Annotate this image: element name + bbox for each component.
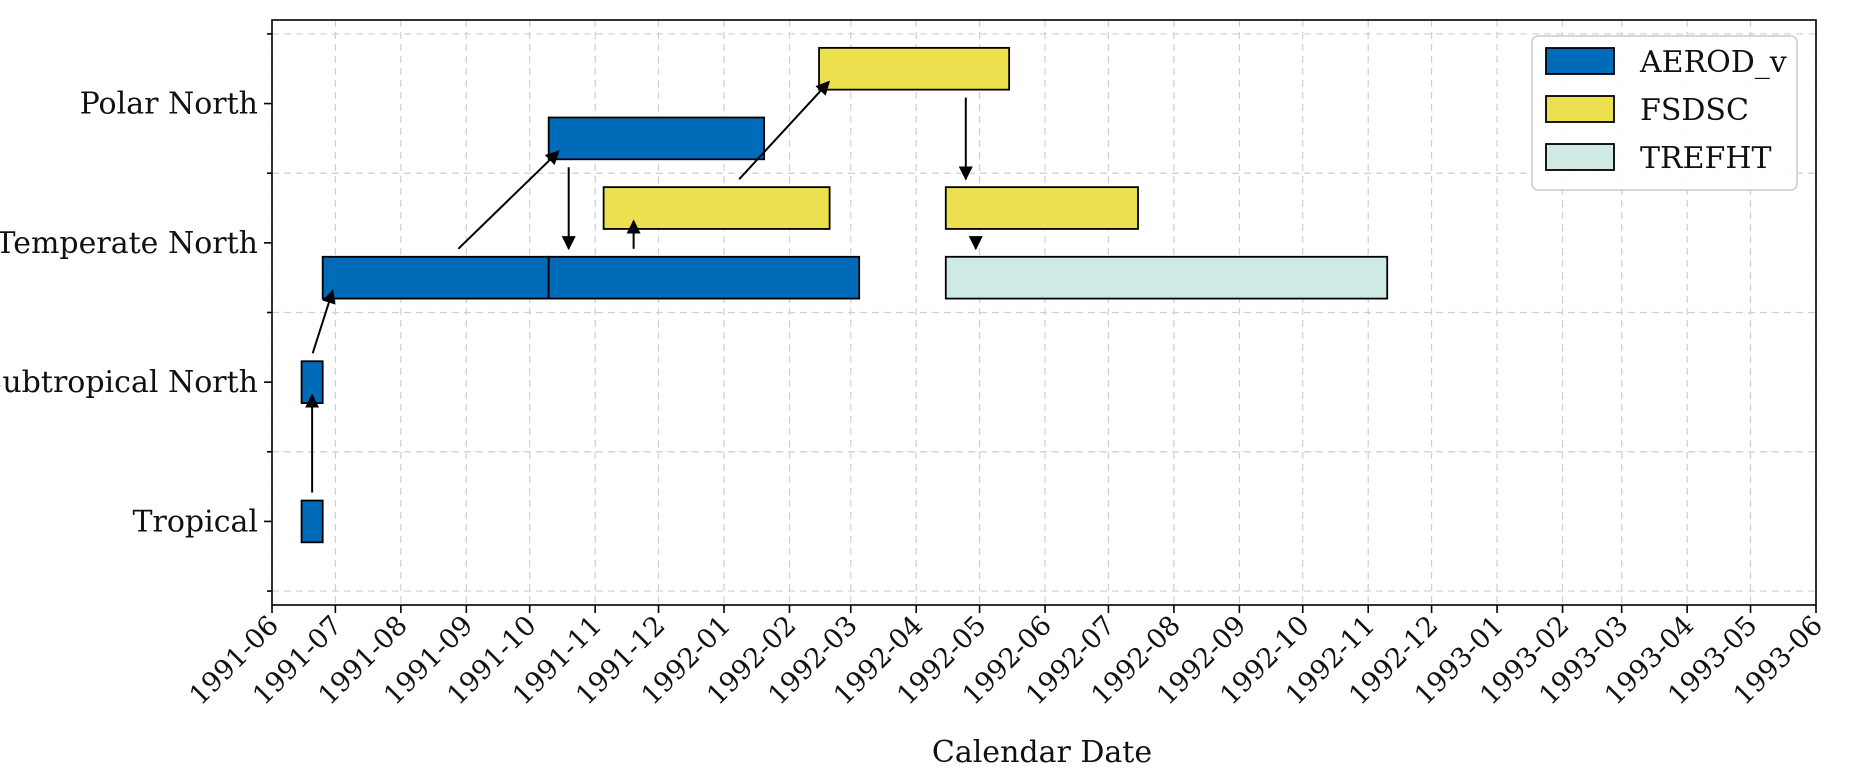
y-tick-label: Polar North [80, 87, 258, 122]
bar-AEROD_v [300, 499, 324, 544]
bar-AEROD_v [321, 255, 550, 300]
legend-label: TREFHT [1640, 141, 1771, 176]
y-tick-label: Temperate North [0, 226, 258, 261]
bar-AEROD_v [547, 255, 861, 300]
y-axis: Tropical Subtropical North Temperate North… [0, 33, 272, 592]
x-axis: 1991-061991-071991-081991-091991-101991-… [184, 605, 1829, 711]
legend: AEROD_v FSDSC TREFHT [1531, 35, 1798, 191]
bar-FSDSC [602, 186, 831, 230]
bar-TREFHT [944, 255, 1389, 300]
bar-AEROD_v [547, 116, 766, 161]
dependency-arrow [457, 150, 560, 250]
bar-FSDSC [944, 186, 1139, 230]
dependency-arrow [738, 80, 831, 180]
bars [300, 46, 1389, 544]
y-tick-label: Subtropical North [0, 365, 258, 400]
legend-label: FSDSC [1640, 93, 1749, 128]
legend-swatch [1545, 95, 1615, 123]
legend-label: AEROD_v [1639, 45, 1787, 80]
x-axis-label: Calendar Date [932, 735, 1152, 770]
y-tick-label: Tropical [133, 504, 259, 539]
dependency-arrows [305, 80, 983, 493]
legend-swatch [1545, 47, 1615, 75]
legend-swatch [1545, 143, 1615, 171]
bar-FSDSC [818, 46, 1011, 91]
dependency-arrow [311, 289, 336, 354]
